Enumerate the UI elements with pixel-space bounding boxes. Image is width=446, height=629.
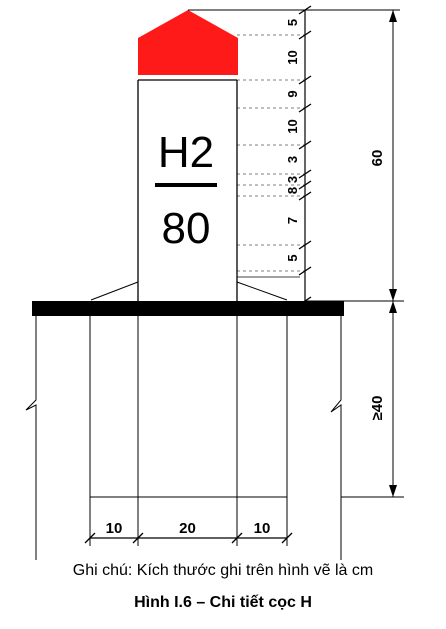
dim-40-arrow-bottom [389,485,397,497]
bottom-dim-label-2: 10 [254,520,271,537]
dim-60-arrow-top [389,10,397,22]
label-divider [155,183,217,187]
pile-code-text: H2 [158,128,214,177]
dim-label-6: 8 [285,187,300,194]
dim-label-5: 3 [285,176,300,183]
dim-40-arrow-top [389,301,397,313]
bottom-dim-ticks [84,532,293,544]
bottom-dim-labels: 10 20 10 [106,520,271,537]
dim-labels: 5 10 9 10 3 3 8 7 5 [285,19,300,262]
note-text: Ghi chú: Kích thước ghi trên hình vẽ là … [72,562,374,579]
dim-label-8: 5 [285,254,300,261]
bottom-dim-label-1: 20 [179,520,196,537]
dim-label-0: 5 [285,19,300,26]
bottom-dim-tick [231,532,243,544]
bottom-dim-tick [281,532,293,544]
collar-right [236,281,288,301]
dim-60-arrow-bottom [389,289,397,301]
dim-total-height: 60 [369,150,386,167]
bottom-dim-tick [132,532,144,544]
dim-label-1: 10 [285,50,300,64]
dim-ticks [237,5,312,306]
soil-break-left [25,316,37,560]
collar-left [90,281,139,301]
bottom-dim-label-0: 10 [106,520,123,537]
ground-base-slab [32,301,344,316]
bottom-dim-tick [84,532,96,544]
pile-detail-drawing: H2 80 5 10 9 10 3 3 8 7 5 60 ≥40 10 20 10 [25,5,404,560]
pile-number-text: 80 [162,204,211,253]
dim-label-3: 10 [285,119,300,133]
dim-embed-depth: ≥40 [369,396,386,421]
dim-label-7: 7 [285,217,300,224]
figure-caption: Hình I.6 – Chi tiết cọc H [134,594,312,611]
soil-break-right [330,316,342,560]
dim-label-4: 3 [285,156,300,163]
pile-red-cap [138,10,238,75]
dim-label-2: 9 [285,90,300,97]
